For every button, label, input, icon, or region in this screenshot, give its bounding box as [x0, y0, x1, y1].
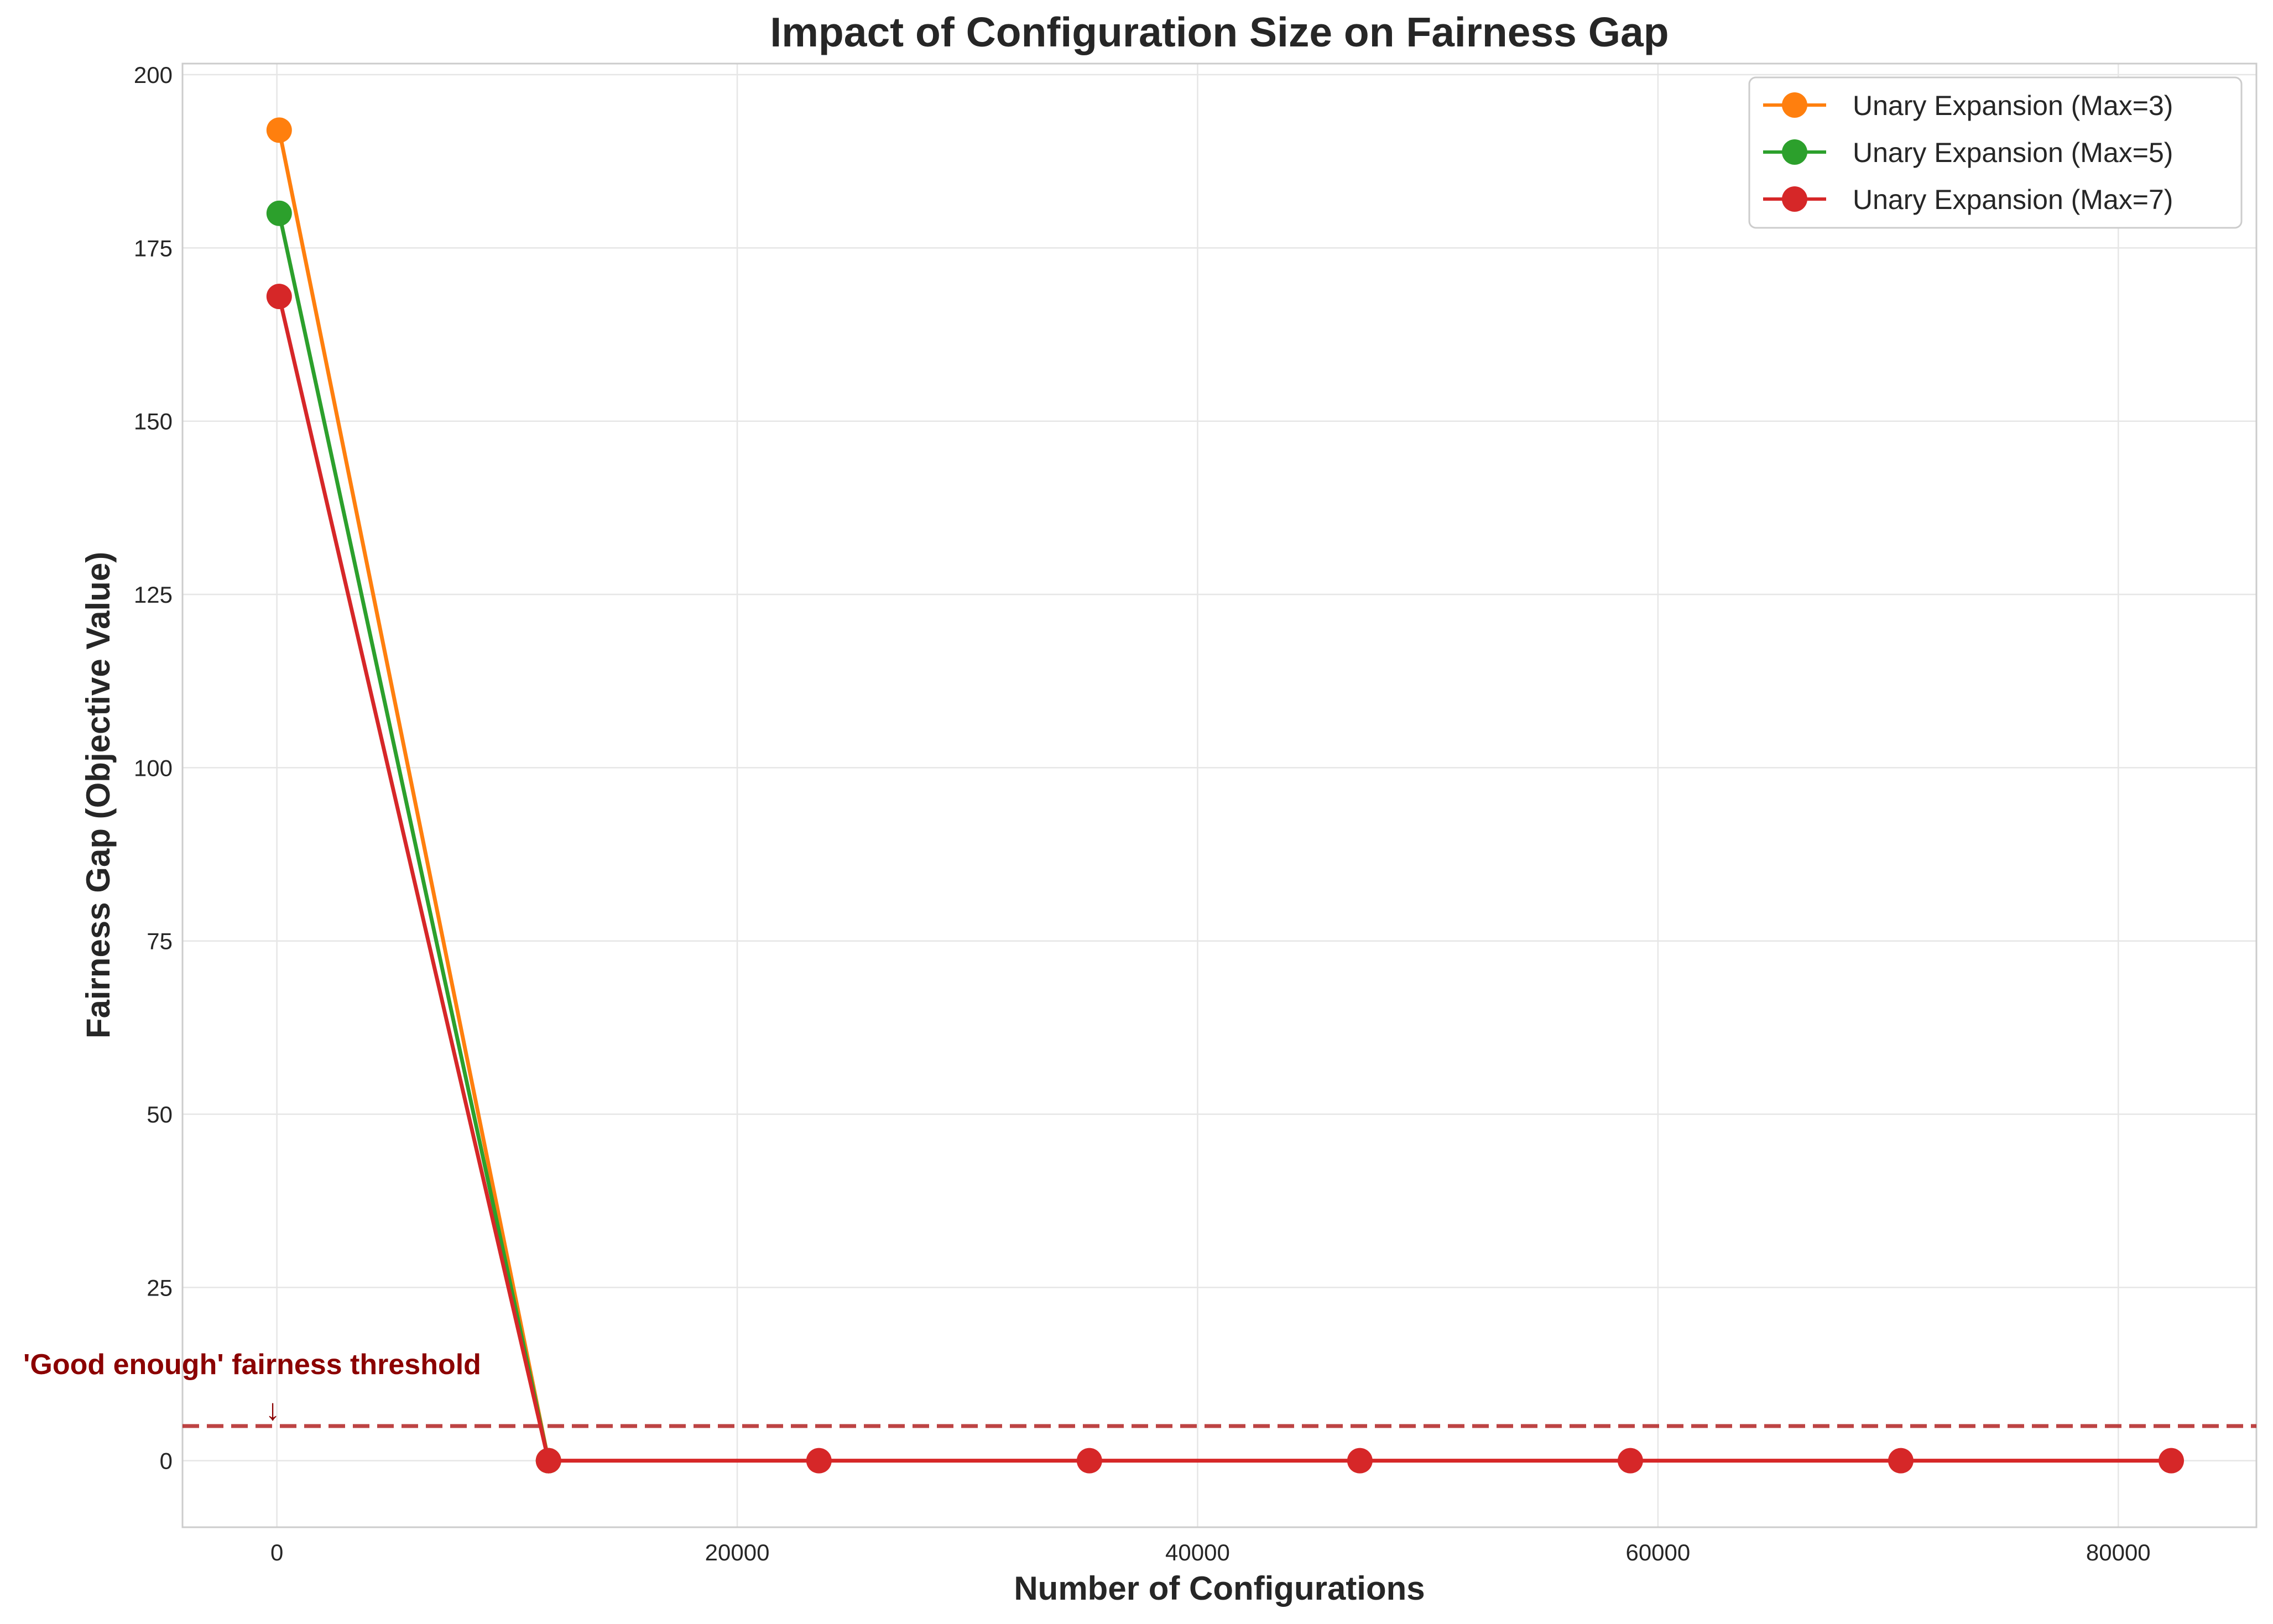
ticks: 0 20000 40000 60000 80000 0 25 50 75 100 125 150 175…	[134, 62, 2151, 1565]
series-group	[266, 284, 2185, 1474]
threshold-arrow-icon: ↓	[265, 1393, 280, 1427]
data-point	[806, 1448, 832, 1474]
data-point	[535, 1448, 561, 1474]
y-tick-label: 100	[134, 755, 173, 781]
data-point	[1617, 1448, 1643, 1474]
series-line	[277, 129, 551, 1461]
legend-label: Unary Expansion (Max=3)	[1853, 90, 2173, 121]
data-point	[2159, 1448, 2185, 1474]
data-point	[266, 117, 292, 143]
y-tick-label: 125	[134, 582, 173, 608]
x-tick-label: 80000	[2086, 1539, 2151, 1565]
threshold-annotation: 'Good enough' fairness threshold	[23, 1349, 481, 1381]
legend-item: Unary Expansion (Max=7)	[1763, 184, 2173, 215]
series-line	[277, 212, 551, 1461]
x-tick-label: 0	[270, 1539, 283, 1565]
legend-marker	[1782, 186, 1807, 212]
series-group	[266, 117, 2185, 1474]
chart-title: Impact of Configuration Size on Fairness…	[770, 9, 1669, 55]
legend-item: Unary Expansion (Max=5)	[1763, 137, 2173, 168]
legend-label: Unary Expansion (Max=5)	[1853, 137, 2173, 168]
legend-box	[1748, 76, 2243, 229]
legend-marker	[1782, 92, 1807, 118]
y-axis-label: Fairness Gap (Objective Value)	[80, 552, 117, 1038]
x-tick-label: 40000	[1165, 1539, 1230, 1565]
y-tick-label: 150	[134, 409, 173, 435]
y-tick-label: 50	[147, 1101, 173, 1127]
legend-marker	[1782, 139, 1807, 165]
legend: Unary Expansion (Max=3) Unary Expansion …	[1748, 76, 2243, 229]
series-line	[277, 296, 2172, 1463]
y-tick-label: 25	[147, 1275, 173, 1301]
y-tick-label: 175	[134, 235, 173, 261]
data-point	[1076, 1448, 1102, 1474]
x-tick-label: 20000	[705, 1539, 770, 1565]
data-point	[266, 284, 292, 310]
x-tick-label: 60000	[1625, 1539, 1690, 1565]
x-axis-label: Number of Configurations	[1014, 1570, 1425, 1607]
legend-label: Unary Expansion (Max=7)	[1853, 184, 2173, 215]
y-tick-label: 200	[134, 62, 173, 88]
data-point	[1347, 1448, 1373, 1474]
data-point	[266, 200, 292, 226]
grid	[183, 64, 2256, 1527]
y-tick-label: 0	[160, 1448, 173, 1474]
legend-item: Unary Expansion (Max=3)	[1763, 90, 2173, 121]
data-point	[1888, 1448, 1914, 1474]
plot-frame	[181, 62, 2258, 1528]
y-tick-label: 75	[147, 928, 173, 954]
